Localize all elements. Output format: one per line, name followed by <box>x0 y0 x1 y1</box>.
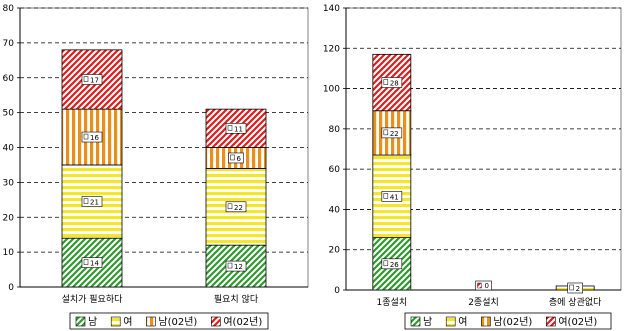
bars: 26 41 22 28 0 2 <box>372 53 595 294</box>
svg-text:28: 28 <box>390 80 399 88</box>
svg-text:2: 2 <box>576 285 580 293</box>
legend: 남 여 남(02년) 여(02년) <box>69 312 269 330</box>
svg-text:14: 14 <box>90 260 99 268</box>
data-label: 17 <box>81 74 103 85</box>
x-tick-label: 2종설치 <box>468 296 499 308</box>
y-tick-label: 50 <box>3 109 15 119</box>
data-label: 41 <box>381 191 403 202</box>
legend-box <box>404 312 612 330</box>
legend-item: 여(02년) <box>546 316 597 328</box>
svg-text:41: 41 <box>390 193 399 201</box>
legend-label: 여 <box>458 316 467 328</box>
data-label: 14 <box>81 257 103 268</box>
data-label: 22 <box>225 201 247 213</box>
data-label: 28 <box>381 77 403 88</box>
legend-item: 여(02년) <box>211 316 262 328</box>
y-tick-label: 70 <box>3 39 15 49</box>
y-tick-label: 80 <box>329 125 341 135</box>
x-tick-label: 필요치 않다 <box>214 293 259 305</box>
legend-item: 여 <box>110 316 132 328</box>
legend-item: 남 <box>410 316 432 328</box>
data-label: 21 <box>81 196 103 207</box>
chart-right: 0 20 40 60 80 100 120 140 1종설치 2종설치 층에 상관없다 26 41 22 2… <box>313 0 626 331</box>
y-tick-label: 100 <box>323 85 340 95</box>
y-tick-label: 0 <box>8 283 14 293</box>
svg-text:26: 26 <box>390 261 399 269</box>
legend-swatch <box>481 316 491 327</box>
svg-text:21: 21 <box>90 199 99 207</box>
legend-swatch <box>445 316 456 327</box>
data-label: 0 <box>475 280 492 291</box>
legend-label: 남 <box>423 316 432 328</box>
legend-swatch <box>75 316 86 327</box>
y-tick-label: 60 <box>3 74 15 84</box>
svg-text:22: 22 <box>390 130 399 138</box>
y-tick-label: 0 <box>334 286 340 296</box>
legend: 남 여 남(02년) 여(02년) <box>404 312 612 330</box>
data-label: 11 <box>225 123 247 134</box>
svg-text:22: 22 <box>234 204 243 212</box>
svg-text:17: 17 <box>90 76 99 84</box>
legend-item: 남 <box>75 316 97 328</box>
svg-text:16: 16 <box>90 134 99 142</box>
y-tick-label: 40 <box>3 144 15 154</box>
x-tick-label: 1종설치 <box>377 296 408 308</box>
legend-label: 남 <box>88 316 97 328</box>
data-label: 2 <box>567 282 583 294</box>
legend-swatch <box>410 316 421 327</box>
y-tick-label: 20 <box>3 213 15 223</box>
y-tick-label: 30 <box>3 178 15 188</box>
legend-item: 남(02년) <box>481 316 532 328</box>
data-label: 22 <box>381 127 403 139</box>
legend-label: 남(02년) <box>493 316 532 328</box>
y-tick-label: 10 <box>3 248 15 258</box>
legend-swatch <box>546 316 556 327</box>
data-label: 26 <box>381 258 403 270</box>
legend-label: 남(02년) <box>158 316 197 328</box>
y-tick-label: 140 <box>323 4 340 14</box>
legend-item: 여 <box>445 316 467 328</box>
legend-label: 여(02년) <box>558 316 597 328</box>
svg-text:11: 11 <box>234 125 243 133</box>
legend-swatch <box>146 316 156 327</box>
legend-swatch <box>211 316 221 327</box>
svg-text:0: 0 <box>485 282 489 290</box>
legend-swatch <box>110 316 121 327</box>
legend-label: 여(02년) <box>223 316 262 328</box>
y-tick-label: 120 <box>323 44 340 54</box>
bars: 14 21 16 17 12 22 6 11 <box>61 49 267 288</box>
chart-left: 0 10 20 30 40 50 60 70 80 설치가 필요하다 필요치 않다 14 21 16 17 1… <box>3 4 309 330</box>
x-tick-label: 설치가 필요하다 <box>62 293 124 305</box>
legend-item: 남(02년) <box>146 316 197 328</box>
data-label: 6 <box>228 152 244 164</box>
y-tick-label: 60 <box>329 165 341 175</box>
svg-text:12: 12 <box>234 263 243 271</box>
legend-label: 여 <box>123 316 132 328</box>
data-label: 16 <box>81 131 103 143</box>
data-label: 12 <box>225 260 247 272</box>
y-tick-label: 20 <box>329 246 341 256</box>
y-tick-label: 80 <box>3 4 15 14</box>
x-tick-label: 층에 상관없다 <box>549 297 602 308</box>
svg-text:6: 6 <box>237 155 242 163</box>
y-tick-label: 40 <box>329 205 341 215</box>
